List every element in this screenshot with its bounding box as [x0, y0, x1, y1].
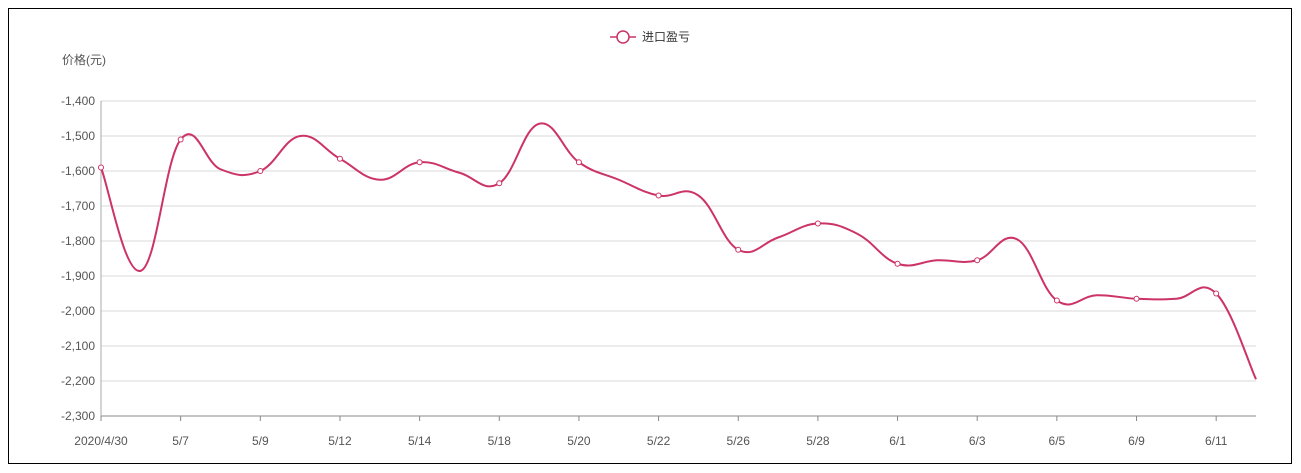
data-point[interactable] — [1053, 297, 1060, 304]
x-tick-label: 6/1 — [889, 434, 906, 448]
data-point[interactable] — [735, 246, 742, 253]
x-axis-ticks: 2020/4/30 5/7 5/9 5/12 5/14 5/18 5/20 5/22 5/26 5… — [74, 416, 1228, 448]
x-tick-label: 5/12 — [328, 434, 352, 448]
x-tick-label: 5/14 — [408, 434, 432, 448]
chart-frame — [8, 8, 1292, 464]
data-point[interactable] — [257, 168, 264, 174]
data-point[interactable] — [814, 220, 821, 227]
x-tick-label: 5/20 — [567, 434, 591, 448]
data-point[interactable] — [416, 159, 423, 166]
x-tick-label: 5/28 — [806, 434, 830, 448]
x-tick-label: 5/7 — [172, 434, 189, 448]
data-point[interactable] — [98, 164, 104, 171]
y-axis-ticks: -1,400 -1,500 -1,600 -1,700 -1,800 -1,900 -2,0… — [61, 94, 95, 423]
y-tick-label: -2,300 — [61, 409, 95, 423]
legend-circle-marker — [616, 30, 630, 44]
legend-label: 进口盈亏 — [642, 30, 690, 44]
x-tick-label: 5/22 — [647, 434, 671, 448]
y-tick-label: -1,700 — [61, 199, 95, 213]
gridlines — [101, 100, 1256, 417]
data-point[interactable] — [575, 159, 582, 166]
y-tick-label: -1,900 — [61, 269, 95, 283]
x-tick-label: 5/9 — [252, 434, 269, 448]
data-point[interactable] — [336, 155, 343, 162]
x-tick-label: 5/26 — [727, 434, 751, 448]
series-points — [98, 136, 1220, 304]
legend[interactable]: 进口盈亏 — [610, 30, 690, 44]
y-tick-label: -2,000 — [61, 304, 95, 318]
data-point[interactable] — [1213, 290, 1220, 297]
data-point[interactable] — [177, 136, 184, 143]
y-tick-label: -1,500 — [61, 129, 95, 143]
data-point[interactable] — [894, 260, 901, 267]
x-tick-label: 6/11 — [1205, 434, 1228, 448]
series-line — [100, 122, 1257, 380]
data-point[interactable] — [1133, 295, 1140, 302]
y-tick-label: -1,600 — [61, 164, 95, 178]
data-point[interactable] — [496, 180, 503, 187]
y-tick-label: -2,100 — [61, 339, 95, 353]
data-point[interactable] — [655, 192, 662, 199]
x-tick-label: 5/18 — [488, 434, 512, 448]
y-tick-label: -1,400 — [61, 94, 95, 108]
y-tick-label: -2,200 — [61, 374, 95, 388]
x-tick-label: 6/9 — [1128, 434, 1145, 448]
x-tick-label: 2020/4/30 — [74, 434, 128, 448]
x-tick-label: 6/5 — [1049, 434, 1066, 448]
y-axis-label: 价格(元) — [62, 52, 106, 67]
data-point[interactable] — [974, 257, 981, 264]
x-tick-label: 6/3 — [969, 434, 986, 448]
y-tick-label: -1,800 — [61, 234, 95, 248]
